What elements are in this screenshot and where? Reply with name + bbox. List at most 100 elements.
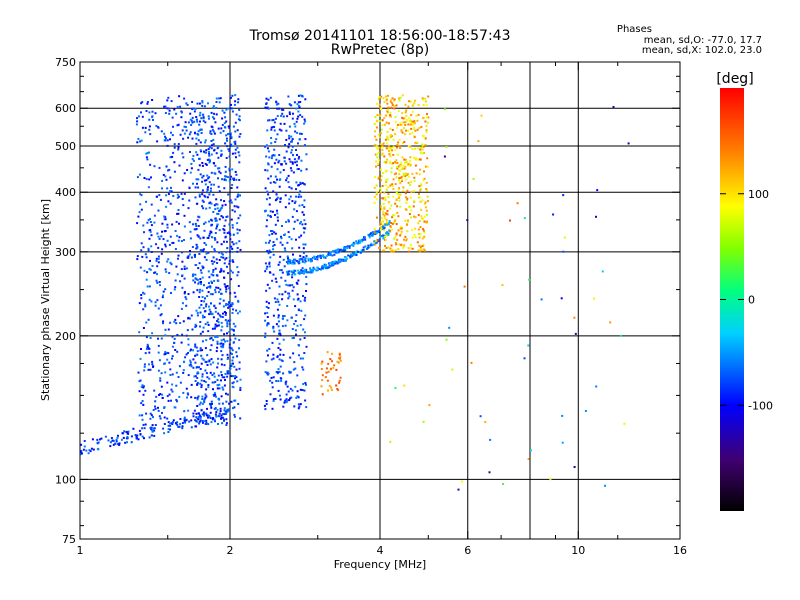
data-point [164, 328, 167, 331]
data-point [390, 222, 393, 224]
data-point [297, 115, 300, 118]
data-point [226, 232, 229, 235]
data-point [210, 140, 213, 142]
data-point [201, 330, 204, 333]
data-point [158, 237, 161, 240]
data-point [219, 209, 222, 212]
data-point [228, 367, 231, 370]
data-point [159, 198, 162, 201]
data-point [233, 103, 236, 106]
data-point [220, 363, 223, 366]
data-point [150, 427, 152, 430]
data-point [305, 345, 308, 348]
data-point [300, 257, 303, 260]
data-point [228, 256, 231, 259]
data-point [183, 97, 186, 100]
data-point [376, 119, 379, 122]
data-point [166, 417, 169, 420]
data-point [230, 218, 233, 221]
data-point [288, 113, 291, 116]
data-point [356, 242, 359, 245]
data-point [160, 313, 163, 315]
data-point [299, 132, 301, 135]
data-point [158, 166, 161, 169]
data-point [302, 328, 305, 331]
data-point [92, 448, 95, 451]
data-point [191, 137, 194, 140]
data-point [206, 196, 209, 199]
data-point [145, 200, 148, 203]
data-point [400, 130, 403, 133]
data-point [173, 108, 176, 111]
data-point [205, 179, 208, 182]
data-point [273, 148, 276, 151]
data-point [327, 362, 330, 365]
data-point [386, 178, 389, 181]
data-point [282, 338, 285, 341]
data-point [320, 362, 323, 365]
data-point [155, 259, 158, 262]
data-point [202, 411, 205, 414]
data-point [83, 440, 86, 442]
data-point [214, 289, 217, 291]
data-point [224, 373, 227, 375]
data-point [176, 350, 179, 353]
data-point [393, 221, 396, 224]
data-point [150, 224, 153, 227]
data-point [169, 368, 172, 371]
data-point [214, 307, 217, 310]
data-point [293, 122, 296, 125]
data-point [427, 116, 430, 119]
data-point [220, 345, 223, 348]
data-point [190, 167, 193, 170]
data-point [212, 143, 215, 146]
data-point [130, 441, 133, 444]
data-point [381, 249, 384, 252]
data-point [180, 240, 183, 243]
data-point [223, 111, 226, 114]
data-point [171, 383, 174, 386]
data-point [202, 250, 205, 253]
data-point [199, 288, 201, 291]
data-point [295, 107, 298, 110]
data-point [279, 348, 282, 351]
data-point [212, 193, 215, 196]
data-point [382, 97, 385, 100]
data-point [378, 238, 381, 241]
data-point [151, 424, 154, 427]
data-point [391, 216, 394, 219]
data-point [410, 247, 412, 250]
data-point [348, 245, 351, 248]
data-point [157, 406, 159, 409]
data-point [225, 288, 228, 291]
data-point [285, 221, 288, 223]
data-point [294, 385, 297, 388]
data-point [227, 356, 229, 359]
data-point [188, 186, 191, 189]
data-point [292, 154, 294, 157]
data-point [395, 243, 398, 246]
data-point [194, 326, 197, 328]
data-point [238, 361, 241, 364]
data-point [402, 186, 405, 189]
data-point [389, 226, 392, 229]
data-point [206, 188, 209, 191]
data-point [560, 297, 563, 300]
data-point [388, 160, 391, 163]
data-point [207, 416, 209, 419]
data-point [208, 154, 211, 157]
data-point [389, 99, 392, 102]
data-point [381, 228, 384, 231]
data-point [395, 172, 397, 175]
data-point [167, 424, 170, 427]
data-point [239, 378, 242, 381]
data-point [235, 178, 238, 181]
data-point [390, 250, 393, 253]
data-point [549, 478, 552, 481]
data-point [272, 241, 275, 244]
data-point [278, 261, 281, 264]
data-point [212, 107, 215, 110]
data-point [159, 417, 162, 420]
data-point [187, 255, 190, 258]
data-point [394, 183, 397, 186]
